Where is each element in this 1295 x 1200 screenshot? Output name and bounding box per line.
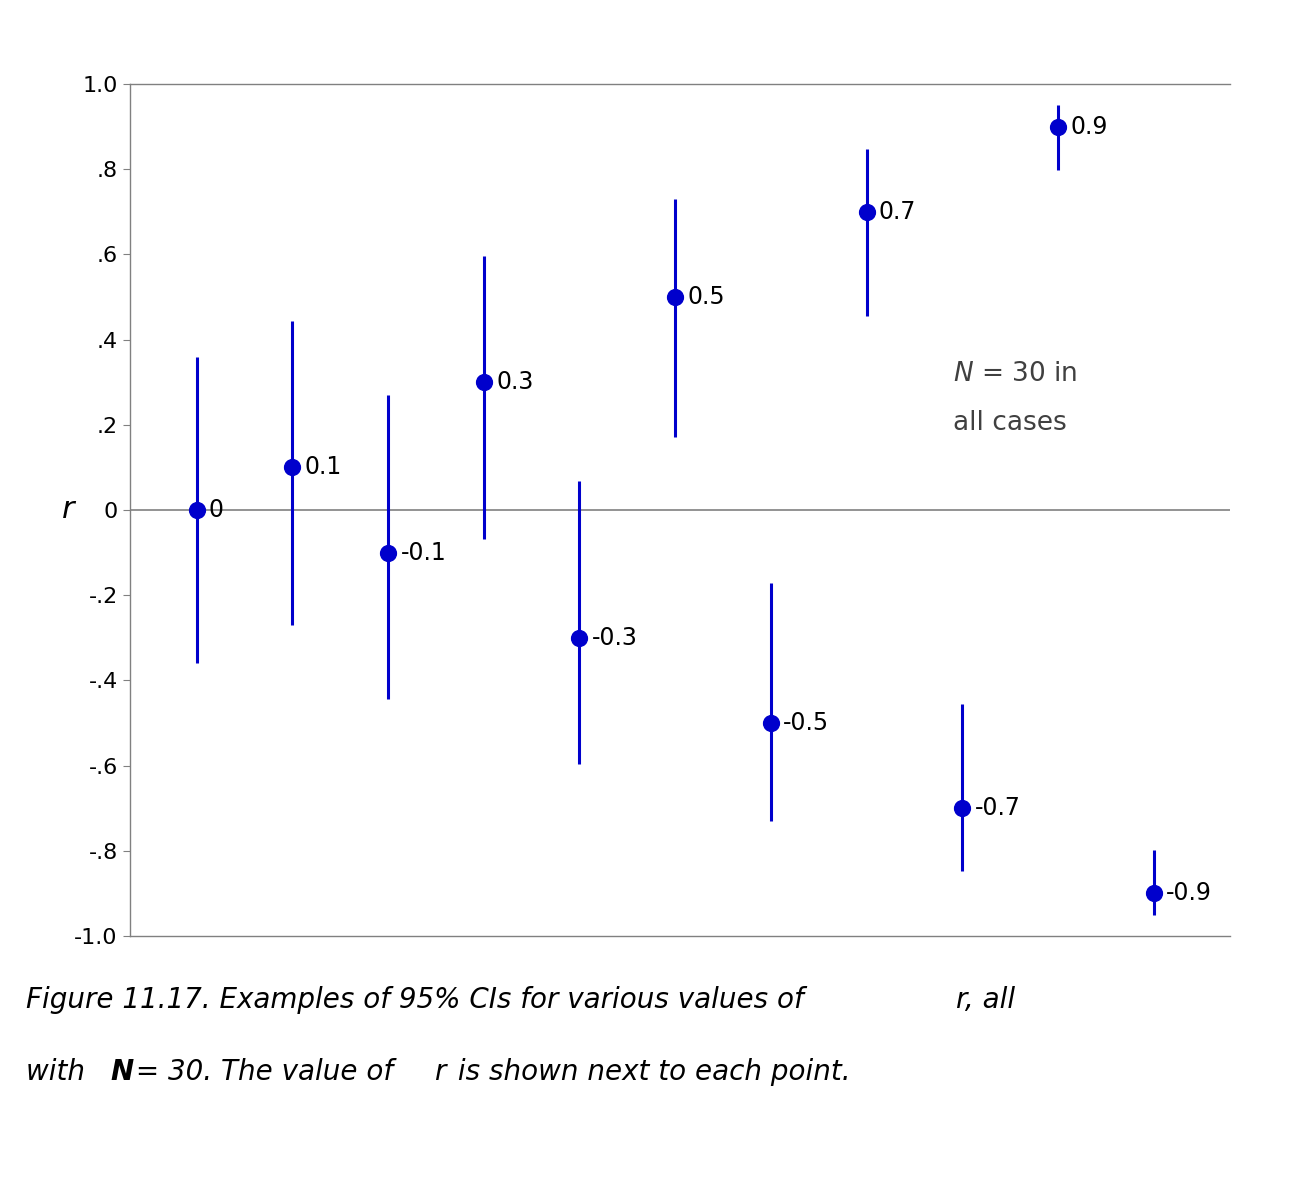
Point — [378, 542, 399, 562]
Text: 0: 0 — [208, 498, 224, 522]
Point — [1048, 116, 1068, 136]
Point — [760, 713, 781, 732]
Text: is shown next to each point.: is shown next to each point. — [449, 1058, 851, 1086]
Text: -0.3: -0.3 — [592, 625, 637, 649]
Text: r, all: r, all — [956, 986, 1015, 1014]
Text: all cases: all cases — [953, 409, 1066, 436]
Point — [1143, 883, 1164, 902]
Text: $r$: $r$ — [61, 496, 76, 524]
Text: -0.5: -0.5 — [783, 710, 829, 734]
Text: r: r — [434, 1058, 445, 1086]
Point — [282, 457, 303, 476]
Text: 0.5: 0.5 — [688, 284, 725, 308]
Point — [569, 628, 589, 647]
Point — [856, 202, 877, 221]
Text: 0.7: 0.7 — [879, 199, 917, 223]
Text: $\it{N}$ = 30 in: $\it{N}$ = 30 in — [953, 361, 1077, 386]
Text: 0.3: 0.3 — [496, 370, 534, 394]
Text: 0.1: 0.1 — [304, 455, 342, 479]
Text: N: N — [110, 1058, 133, 1086]
Text: -0.7: -0.7 — [975, 797, 1020, 821]
Point — [473, 372, 493, 391]
Text: -0.1: -0.1 — [400, 540, 447, 565]
Point — [186, 500, 207, 520]
Text: = 30. The value of: = 30. The value of — [127, 1058, 401, 1086]
Text: -0.9: -0.9 — [1166, 881, 1212, 905]
Text: Figure 11.17. Examples of 95% CIs for various values of: Figure 11.17. Examples of 95% CIs for va… — [26, 986, 812, 1014]
Text: with: with — [26, 1058, 93, 1086]
Point — [952, 799, 973, 818]
Point — [664, 287, 685, 306]
Text: 0.9: 0.9 — [1071, 114, 1107, 138]
